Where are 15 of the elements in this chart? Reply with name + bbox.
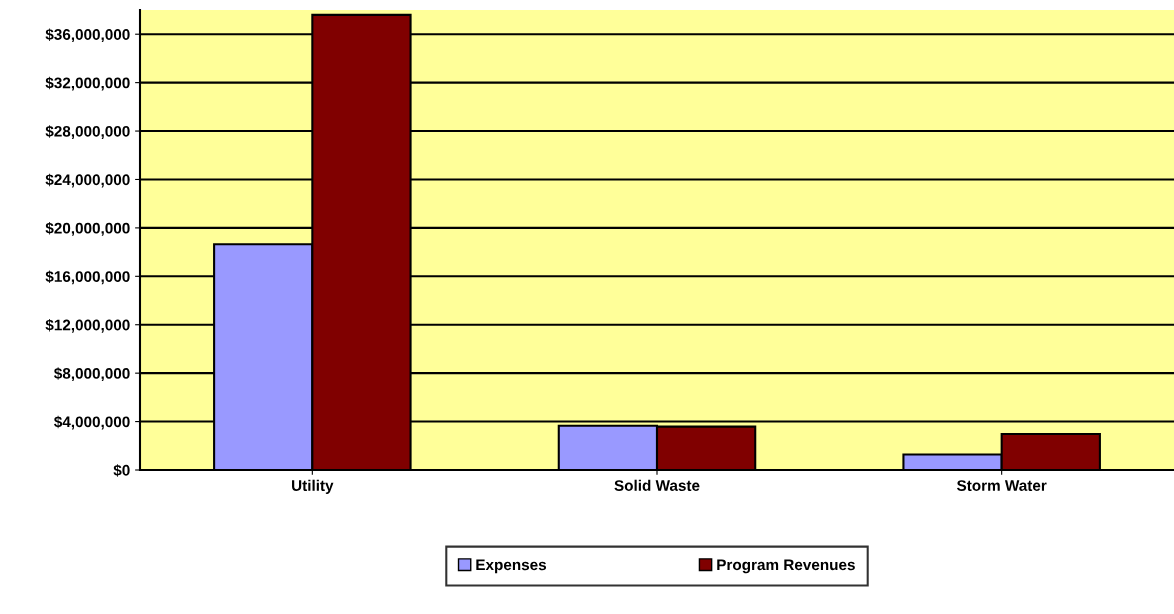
y-tick-label: $28,000,000	[45, 125, 130, 139]
x-tick-label: Utility	[292, 479, 334, 494]
y-tick-label: $20,000,000	[45, 222, 130, 236]
y-tick-label: $32,000,000	[45, 76, 130, 91]
y-tick-label: $12,000,000	[45, 318, 130, 333]
y-tick-label: $0	[113, 464, 130, 477]
x-tick-label: Storm Water	[956, 480, 1047, 491]
y-tick-label: $16,000,000	[45, 270, 130, 285]
legend-label: Expenses	[476, 559, 547, 574]
legend-label: Program Revenues	[717, 559, 855, 574]
y-tick-label: $4,000,000	[54, 415, 130, 430]
x-tick-label: Solid Waste	[614, 479, 700, 491]
y-tick-label: $36,000,000	[45, 28, 130, 43]
y-tick-label: $8,000,000	[54, 367, 130, 382]
y-tick-label: $24,000,000	[45, 173, 130, 188]
